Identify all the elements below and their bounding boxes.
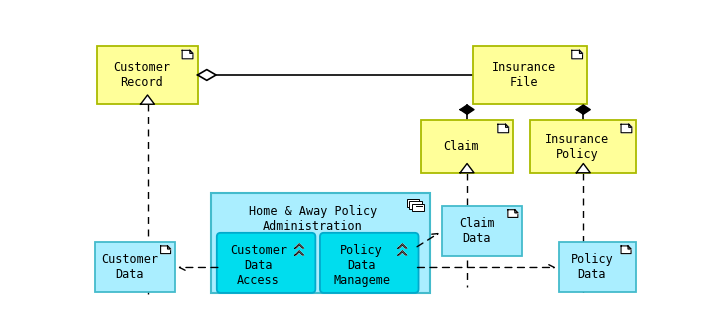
FancyBboxPatch shape <box>217 233 315 293</box>
Polygon shape <box>140 95 155 104</box>
Polygon shape <box>294 251 304 255</box>
FancyBboxPatch shape <box>320 233 419 293</box>
Polygon shape <box>515 210 518 213</box>
Polygon shape <box>576 164 590 173</box>
Polygon shape <box>621 124 632 133</box>
Text: Policy
Data
Manageme: Policy Data Manageme <box>333 244 390 287</box>
Text: Customer
Record: Customer Record <box>113 61 170 89</box>
Polygon shape <box>410 201 422 209</box>
Bar <box>421 120 513 173</box>
Bar <box>530 120 637 173</box>
Text: Insurance
File: Insurance File <box>492 61 556 89</box>
Polygon shape <box>198 70 216 80</box>
Text: Customer
Data
Access: Customer Data Access <box>230 244 287 287</box>
Text: Home & Away Policy
Administration: Home & Away Policy Administration <box>248 205 377 233</box>
Polygon shape <box>505 124 508 127</box>
Polygon shape <box>629 124 632 127</box>
Polygon shape <box>628 246 631 249</box>
Bar <box>558 242 636 292</box>
Polygon shape <box>508 210 518 217</box>
Text: Insurance
Policy: Insurance Policy <box>545 133 609 161</box>
Bar <box>473 46 587 104</box>
Polygon shape <box>498 124 508 133</box>
Polygon shape <box>576 105 590 114</box>
Text: Claim
Data: Claim Data <box>459 217 495 245</box>
Polygon shape <box>572 50 583 59</box>
Polygon shape <box>168 246 170 249</box>
Polygon shape <box>398 244 407 248</box>
Polygon shape <box>407 199 420 207</box>
Text: Customer
Data: Customer Data <box>101 253 158 281</box>
Polygon shape <box>190 50 193 53</box>
Polygon shape <box>398 251 407 255</box>
Polygon shape <box>460 105 474 114</box>
Polygon shape <box>182 50 193 59</box>
Bar <box>211 193 430 293</box>
Polygon shape <box>160 246 170 254</box>
Polygon shape <box>460 164 474 173</box>
Polygon shape <box>621 246 631 254</box>
Polygon shape <box>412 204 424 211</box>
Bar <box>97 46 198 104</box>
Bar <box>442 206 523 256</box>
Polygon shape <box>294 244 304 248</box>
Bar <box>95 242 175 292</box>
Text: Claim: Claim <box>443 140 479 153</box>
Polygon shape <box>579 50 583 53</box>
Text: Policy
Data: Policy Data <box>571 253 613 281</box>
